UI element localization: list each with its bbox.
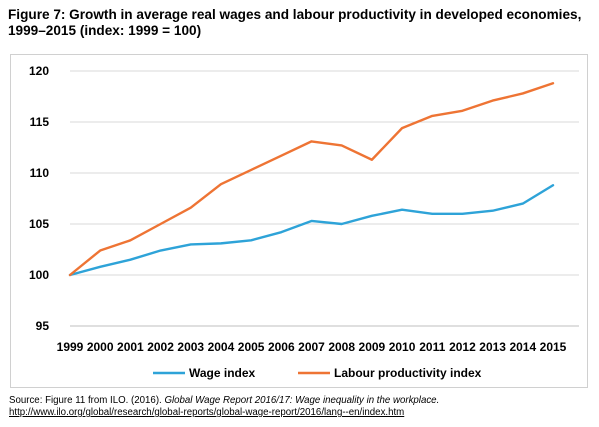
x-tick-label: 2004 — [208, 340, 235, 354]
line-chart: 95 100 105 110 115 120 1999 2000 2001 2002 2003 200… — [29, 64, 579, 380]
legend-label: Labour productivity index — [334, 366, 482, 380]
y-tick-label: 110 — [30, 166, 50, 180]
x-tick-label: 2002 — [147, 340, 174, 354]
series-line-wage-index — [68, 184, 555, 277]
source-report-title: Global Wage Report 2016/17: Wage inequal… — [164, 395, 440, 406]
source-note: Source: Figure 11 from ILO. (2016). Glob… — [9, 395, 594, 419]
y-tick-label: 120 — [29, 64, 49, 78]
x-tick-label: 2001 — [117, 340, 144, 354]
x-tick-label: 2003 — [177, 340, 204, 354]
x-tick-label: 2011 — [419, 340, 445, 354]
x-tick-label: 2014 — [509, 340, 536, 354]
x-tick-label: 2008 — [328, 340, 355, 354]
source-prefix: Source: Figure 11 from ILO. (2016). — [9, 395, 165, 406]
x-tick-label: 2009 — [359, 340, 386, 354]
chart-area: 95 100 105 110 115 120 1999 2000 2001 2002 2003 200… — [10, 54, 588, 388]
x-tick-label: 2015 — [540, 340, 567, 354]
legend-label: Wage index — [189, 366, 256, 380]
x-tick-label: 2010 — [389, 340, 416, 354]
source-link[interactable]: http://www.ilo.org/global/research/globa… — [9, 407, 405, 418]
x-tick-label: 2006 — [268, 340, 295, 354]
y-tick-label: 105 — [29, 217, 49, 231]
chart-title: Figure 7: Growth in average real wages a… — [8, 7, 582, 38]
y-tick-label: 100 — [29, 268, 49, 282]
x-tick-label: 2000 — [87, 340, 114, 354]
series-line-labour-productivity-index — [68, 82, 555, 277]
x-tick-label: 2013 — [479, 340, 506, 354]
y-tick-label: 95 — [36, 319, 50, 333]
x-tick-label: 2012 — [449, 340, 476, 354]
x-tick-label: 2007 — [298, 340, 325, 354]
x-tick-label: 1999 — [57, 340, 84, 354]
y-tick-label: 115 — [30, 115, 50, 129]
x-tick-label: 2005 — [238, 340, 265, 354]
